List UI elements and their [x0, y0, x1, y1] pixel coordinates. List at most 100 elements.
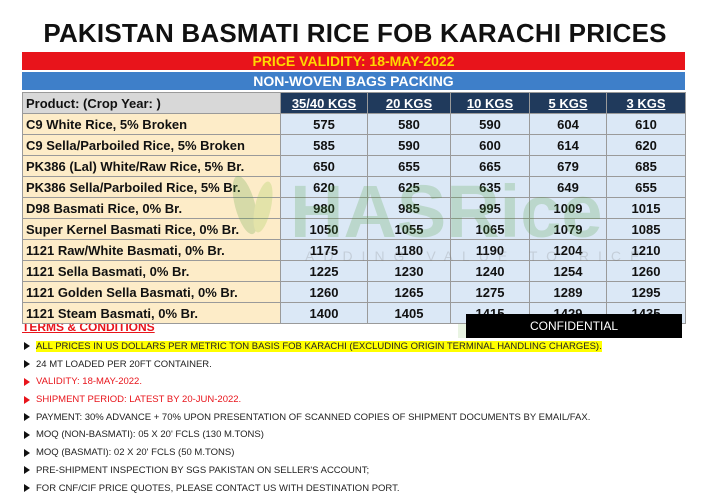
price-cell: 625: [368, 177, 451, 198]
product-name-cell: PK386 Sella/Parboiled Rice, 5% Br.: [23, 177, 281, 198]
price-cell: 1210: [607, 240, 686, 261]
price-cell: 1079: [530, 219, 607, 240]
price-table-body: Product: (Crop Year: ) 35/40 KGS 20 KGS …: [23, 93, 686, 324]
bullet-arrow-icon: [24, 484, 30, 492]
price-cell: 1175: [281, 240, 368, 261]
terms-item-text: MOQ (BASMATI): 02 X 20' FCLS (50 M.TONS): [36, 447, 234, 458]
price-cell: 604: [530, 114, 607, 135]
product-name-cell: Super Kernel Basmati Rice, 0% Br.: [23, 219, 281, 240]
terms-item: ALL PRICES IN US DOLLARS PER METRIC TON …: [22, 338, 692, 356]
page-title: PAKISTAN BASMATI RICE FOB KARACHI PRICES: [0, 18, 710, 49]
price-cell: 1260: [607, 261, 686, 282]
price-cell: 1085: [607, 219, 686, 240]
price-cell: 600: [451, 135, 530, 156]
price-cell: 1015: [607, 198, 686, 219]
product-name-cell: PK386 (Lal) White/Raw Rice, 5% Br.: [23, 156, 281, 177]
product-name-cell: C9 Sella/Parboiled Rice, 5% Broken: [23, 135, 281, 156]
column-header-20-kgs: 20 KGS: [368, 93, 451, 114]
price-cell: 1180: [368, 240, 451, 261]
terms-item-text: 24 MT LOADED PER 20FT CONTAINER.: [36, 359, 212, 370]
terms-item-text: FOR CNF/CIF PRICE QUOTES, PLEASE CONTACT…: [36, 483, 400, 494]
bullet-arrow-icon: [24, 413, 30, 421]
terms-item-text: PRE-SHIPMENT INSPECTION BY SGS PAKISTAN …: [36, 465, 369, 476]
terms-item-text: MOQ (NON-BASMATI): 05 X 20' FCLS (130 M.…: [36, 429, 264, 440]
price-cell: 665: [451, 156, 530, 177]
product-name-cell: 1121 Steam Basmati, 0% Br.: [23, 303, 281, 324]
price-cell: 1204: [530, 240, 607, 261]
terms-item: SHIPMENT PERIOD: LATEST BY 20-JUN-2022.: [22, 391, 692, 409]
terms-item: FOR CNF/CIF PRICE QUOTES, PLEASE CONTACT…: [22, 480, 692, 497]
price-cell: 1055: [368, 219, 451, 240]
terms-item: PRE-SHIPMENT INSPECTION BY SGS PAKISTAN …: [22, 462, 692, 480]
price-cell: 985: [368, 198, 451, 219]
terms-item: 24 MT LOADED PER 20FT CONTAINER.: [22, 356, 692, 374]
product-name-cell: 1121 Raw/White Basmati, 0% Br.: [23, 240, 281, 261]
price-cell: 649: [530, 177, 607, 198]
column-header-35-40-kgs: 35/40 KGS: [281, 93, 368, 114]
column-header-5-kgs: 5 KGS: [530, 93, 607, 114]
price-cell: 580: [368, 114, 451, 135]
confidential-label: CONFIDENTIAL: [466, 314, 682, 338]
price-cell: 980: [281, 198, 368, 219]
price-cell: 1225: [281, 261, 368, 282]
column-header-product: Product: (Crop Year: ): [23, 93, 281, 114]
price-cell: 1295: [607, 282, 686, 303]
column-header-10-kgs: 10 KGS: [451, 93, 530, 114]
table-header-row: Product: (Crop Year: ) 35/40 KGS 20 KGS …: [23, 93, 686, 114]
bullet-arrow-icon: [24, 342, 30, 350]
bullet-arrow-icon: [24, 449, 30, 457]
price-cell: 685: [607, 156, 686, 177]
terms-list: ALL PRICES IN US DOLLARS PER METRIC TON …: [22, 338, 692, 497]
packing-banner: NON-WOVEN BAGS PACKING: [22, 72, 685, 90]
price-cell: 1009: [530, 198, 607, 219]
terms-item: VALIDITY: 18-MAY-2022.: [22, 373, 692, 391]
bullet-arrow-icon: [24, 396, 30, 404]
price-cell: 1050: [281, 219, 368, 240]
column-header-3-kgs: 3 KGS: [607, 93, 686, 114]
terms-item: MOQ (BASMATI): 02 X 20' FCLS (50 M.TONS): [22, 444, 692, 462]
price-cell: 1405: [368, 303, 451, 324]
price-cell: 655: [607, 177, 686, 198]
product-name-cell: C9 White Rice, 5% Broken: [23, 114, 281, 135]
terms-item: PAYMENT: 30% ADVANCE + 70% UPON PRESENTA…: [22, 409, 692, 427]
price-cell: 620: [281, 177, 368, 198]
price-cell: 1265: [368, 282, 451, 303]
price-cell: 620: [607, 135, 686, 156]
price-cell: 614: [530, 135, 607, 156]
bullet-arrow-icon: [24, 360, 30, 368]
price-cell: 1275: [451, 282, 530, 303]
terms-item: MOQ (NON-BASMATI): 05 X 20' FCLS (130 M.…: [22, 426, 692, 444]
price-cell: 610: [607, 114, 686, 135]
price-cell: 1400: [281, 303, 368, 324]
price-cell: 590: [368, 135, 451, 156]
price-cell: 1289: [530, 282, 607, 303]
bullet-arrow-icon: [24, 378, 30, 386]
terms-item-text: ALL PRICES IN US DOLLARS PER METRIC TON …: [36, 341, 602, 352]
price-cell: 585: [281, 135, 368, 156]
price-cell: 575: [281, 114, 368, 135]
product-name-cell: D98 Basmati Rice, 0% Br.: [23, 198, 281, 219]
product-name-cell: 1121 Sella Basmati, 0% Br.: [23, 261, 281, 282]
bullet-arrow-icon: [24, 431, 30, 439]
product-name-cell: 1121 Golden Sella Basmati, 0% Br.: [23, 282, 281, 303]
price-cell: 1240: [451, 261, 530, 282]
price-cell: 655: [368, 156, 451, 177]
price-cell: 590: [451, 114, 530, 135]
price-cell: 1260: [281, 282, 368, 303]
price-cell: 635: [451, 177, 530, 198]
price-cell: 1254: [530, 261, 607, 282]
price-validity-banner: PRICE VALIDITY: 18-MAY-2022: [22, 52, 685, 70]
price-cell: 650: [281, 156, 368, 177]
price-cell: 995: [451, 198, 530, 219]
price-cell: 1230: [368, 261, 451, 282]
price-cell: 1065: [451, 219, 530, 240]
